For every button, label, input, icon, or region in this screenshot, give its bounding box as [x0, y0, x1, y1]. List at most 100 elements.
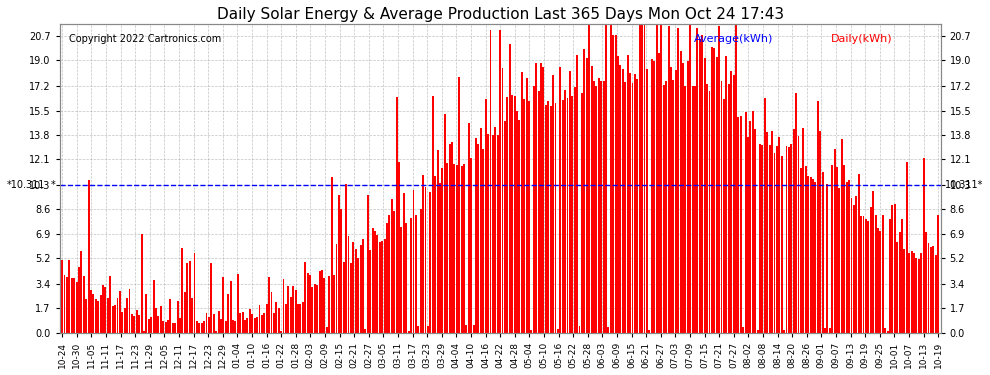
Text: Daily(kWh): Daily(kWh): [831, 34, 892, 44]
Bar: [475, 138, 477, 333]
Bar: [66, 277, 68, 333]
Bar: [237, 274, 239, 333]
Bar: [297, 304, 299, 333]
Bar: [139, 315, 141, 333]
Bar: [689, 24, 691, 333]
Bar: [124, 308, 126, 333]
Bar: [148, 319, 149, 333]
Bar: [314, 284, 316, 333]
Bar: [455, 165, 457, 333]
Bar: [848, 180, 850, 333]
Bar: [347, 236, 349, 333]
Bar: [357, 258, 359, 333]
Bar: [499, 30, 501, 333]
Bar: [564, 90, 566, 333]
Bar: [608, 327, 610, 333]
Bar: [268, 278, 270, 333]
Bar: [273, 313, 275, 333]
Bar: [312, 288, 314, 333]
Bar: [884, 328, 886, 333]
Bar: [701, 36, 703, 333]
Bar: [615, 35, 617, 333]
Bar: [410, 218, 412, 333]
Bar: [292, 286, 294, 333]
Bar: [506, 98, 508, 333]
Bar: [418, 326, 419, 333]
Bar: [595, 86, 597, 333]
Bar: [280, 331, 282, 333]
Bar: [282, 279, 284, 333]
Bar: [251, 314, 253, 333]
Text: *: *: [50, 180, 55, 190]
Bar: [879, 231, 881, 333]
Bar: [581, 93, 583, 333]
Bar: [393, 211, 395, 333]
Bar: [143, 331, 145, 333]
Bar: [684, 86, 686, 333]
Bar: [644, 24, 645, 333]
Bar: [790, 144, 792, 333]
Bar: [95, 299, 97, 333]
Bar: [208, 317, 210, 333]
Bar: [822, 172, 824, 333]
Bar: [827, 184, 829, 333]
Bar: [788, 147, 790, 333]
Bar: [78, 267, 80, 333]
Bar: [223, 278, 225, 333]
Bar: [220, 319, 222, 333]
Text: Copyright 2022 Cartronics.com: Copyright 2022 Cartronics.com: [68, 34, 221, 44]
Bar: [603, 81, 605, 333]
Bar: [841, 140, 842, 333]
Bar: [415, 216, 417, 333]
Text: 10.311*: 10.311*: [944, 180, 983, 190]
Bar: [793, 129, 795, 333]
Bar: [778, 137, 780, 333]
Bar: [612, 35, 614, 333]
Bar: [203, 321, 205, 333]
Bar: [174, 323, 176, 333]
Bar: [232, 320, 234, 333]
Bar: [751, 111, 753, 333]
Bar: [167, 320, 169, 333]
Bar: [667, 26, 669, 333]
Bar: [213, 314, 215, 333]
Text: *10.311: *10.311: [7, 180, 46, 190]
Bar: [728, 84, 730, 333]
Bar: [877, 228, 879, 333]
Bar: [923, 158, 925, 333]
Bar: [352, 242, 354, 333]
Bar: [61, 260, 63, 333]
Bar: [343, 262, 345, 333]
Bar: [642, 24, 644, 333]
Bar: [819, 130, 821, 333]
Bar: [650, 59, 652, 333]
Bar: [605, 24, 607, 333]
Bar: [901, 219, 903, 333]
Bar: [632, 83, 634, 333]
Bar: [899, 232, 901, 333]
Bar: [206, 314, 208, 333]
Bar: [489, 30, 491, 333]
Bar: [578, 326, 580, 333]
Bar: [768, 146, 770, 333]
Bar: [107, 298, 109, 333]
Bar: [71, 278, 72, 333]
Bar: [122, 312, 123, 333]
Bar: [83, 276, 85, 333]
Bar: [102, 285, 104, 333]
Bar: [278, 309, 280, 333]
Bar: [439, 183, 441, 333]
Bar: [453, 164, 455, 333]
Bar: [908, 252, 910, 333]
Bar: [850, 198, 852, 333]
Bar: [482, 148, 484, 333]
Bar: [432, 96, 434, 333]
Bar: [105, 287, 106, 333]
Bar: [369, 250, 371, 333]
Bar: [261, 315, 262, 333]
Bar: [129, 289, 131, 333]
Bar: [326, 327, 328, 333]
Bar: [184, 292, 186, 333]
Bar: [771, 131, 773, 333]
Bar: [716, 57, 718, 333]
